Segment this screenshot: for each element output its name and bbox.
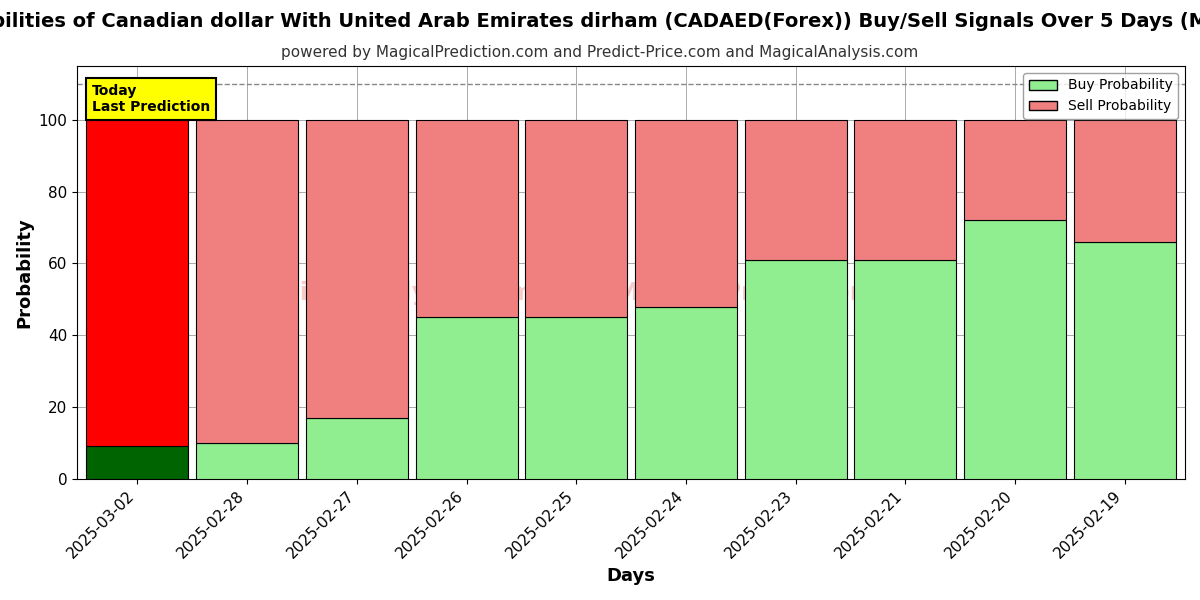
Y-axis label: Probability: Probability bbox=[14, 217, 32, 328]
Bar bbox=[854, 260, 956, 479]
X-axis label: Days: Days bbox=[607, 567, 655, 585]
Bar bbox=[526, 317, 628, 479]
Bar bbox=[86, 446, 188, 479]
Bar bbox=[635, 307, 737, 479]
Bar bbox=[854, 120, 956, 260]
Bar bbox=[86, 120, 188, 446]
Text: powered by MagicalPrediction.com and Predict-Price.com and MagicalAnalysis.com: powered by MagicalPrediction.com and Pre… bbox=[281, 45, 919, 60]
Bar bbox=[635, 120, 737, 307]
Legend: Buy Probability, Sell Probability: Buy Probability, Sell Probability bbox=[1024, 73, 1178, 119]
Text: Probabilities of Canadian dollar With United Arab Emirates dirham (CADAED(Forex): Probabilities of Canadian dollar With Un… bbox=[0, 12, 1200, 31]
Text: MagicalAnalysis.com: MagicalAnalysis.com bbox=[240, 281, 534, 305]
Bar bbox=[196, 443, 298, 479]
Bar bbox=[196, 120, 298, 443]
Bar bbox=[306, 418, 408, 479]
Bar bbox=[1074, 120, 1176, 242]
Text: Today
Last Prediction: Today Last Prediction bbox=[92, 84, 210, 114]
Bar bbox=[964, 220, 1066, 479]
Bar bbox=[415, 317, 517, 479]
Bar bbox=[964, 120, 1066, 220]
Text: MagicalPrediction.com: MagicalPrediction.com bbox=[614, 281, 936, 305]
Bar bbox=[745, 260, 847, 479]
Bar bbox=[745, 120, 847, 260]
Bar bbox=[306, 120, 408, 418]
Bar bbox=[526, 120, 628, 317]
Bar bbox=[415, 120, 517, 317]
Bar bbox=[1074, 242, 1176, 479]
